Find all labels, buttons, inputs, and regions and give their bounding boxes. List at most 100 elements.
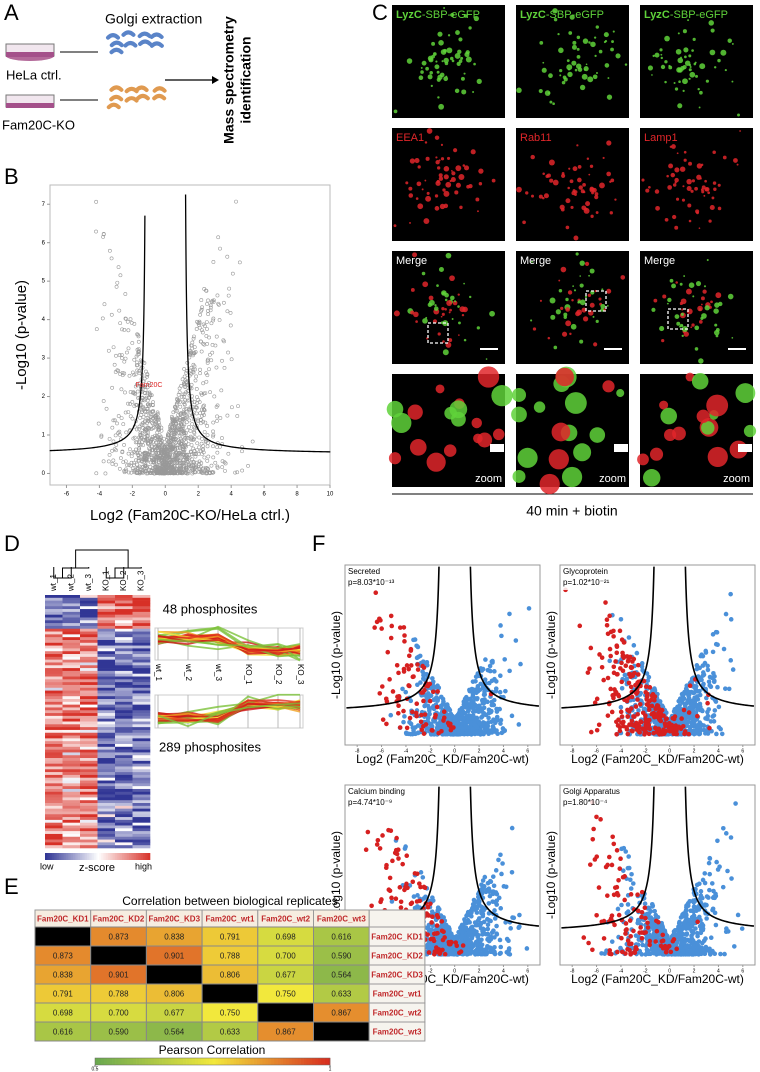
scatter-point: [211, 318, 215, 323]
scatter-point: [101, 234, 105, 239]
heatmap-cell: [62, 634, 81, 638]
channel-label: Rab11: [520, 132, 552, 144]
scatter-point: [384, 721, 389, 727]
scatter-point: [153, 418, 158, 423]
scatter-point: [614, 650, 620, 656]
heatmap-cell: [132, 701, 151, 705]
y-axis-label: -Log10 (p-value): [13, 280, 30, 390]
scatter-point: [723, 686, 728, 691]
scatter-point: [492, 669, 497, 674]
scatter-point: [132, 322, 137, 326]
signal-spot: [579, 84, 586, 91]
heatmap-cell: [97, 718, 116, 722]
signal-spot: [471, 417, 482, 429]
scatter-point: [474, 704, 479, 710]
signal-spot: [697, 87, 700, 91]
signal-spot: [571, 299, 574, 302]
colorbar-cell: [122, 853, 125, 860]
scatter-point: [139, 435, 144, 440]
heatmap-cell: [132, 668, 151, 672]
heatmap-cell: [80, 721, 98, 725]
panel-label: E: [4, 874, 19, 899]
heatmap-cell: [62, 738, 81, 742]
heatmap-cell: [45, 783, 63, 787]
signal-spot: [682, 29, 687, 34]
heatmap-cell: [80, 651, 98, 655]
scatter-point: [225, 254, 230, 259]
scatter-point: [599, 665, 605, 670]
scatter-point: [169, 436, 174, 441]
scatter-point: [433, 712, 438, 718]
scatter-point: [614, 731, 619, 737]
heatmap-cell: [80, 673, 98, 677]
signal-spot: [439, 203, 446, 210]
scatter-point: [609, 709, 615, 715]
scatter-point: [225, 309, 230, 314]
scatter-point: [401, 708, 406, 714]
scatter-point: [380, 717, 386, 722]
scatter-point: [144, 455, 149, 460]
heatmap-cell: [97, 600, 116, 604]
scatter-point: [186, 442, 191, 446]
heatmap-cell: [132, 710, 151, 714]
scatter-point: [441, 709, 447, 715]
scatter-point: [479, 715, 484, 720]
heatmap-cell: [115, 645, 133, 649]
scatter-point: [114, 284, 119, 289]
signal-spot: [539, 299, 543, 302]
signal-spot: [414, 158, 420, 164]
heatmap-cell: [80, 743, 98, 748]
heatmap-cell: [45, 760, 63, 764]
signal-spot: [438, 103, 445, 110]
scatter-point: [199, 441, 204, 446]
scatter-point: [459, 725, 464, 730]
scatter-point: [396, 694, 402, 699]
golgi-icon: [109, 40, 124, 48]
scatter-point: [116, 368, 121, 373]
scatter-point: [587, 666, 592, 671]
scatter-point: [129, 460, 134, 465]
protein-name: LyzC: [396, 9, 422, 21]
heatmap-cell: [115, 817, 133, 821]
scatter-point: [215, 293, 220, 298]
scatter-point: [445, 720, 451, 726]
scatter-point: [120, 327, 124, 332]
scatter-point: [114, 353, 118, 358]
heatmap-cell: [45, 676, 63, 680]
heatmap-cell: [45, 634, 63, 638]
scatter-point: [127, 462, 131, 467]
heatmap-cell: [45, 707, 63, 711]
scatter-point: [145, 385, 150, 390]
signal-spot: [442, 188, 446, 192]
signal-spot: [709, 49, 716, 56]
signal-spot: [469, 295, 472, 299]
signal-spot: [386, 400, 404, 418]
scatter-point: [154, 434, 159, 439]
heatmap-cell: [80, 665, 98, 669]
heatmap-cell: [80, 741, 98, 745]
heatmap-cell: [45, 791, 63, 795]
scatter-point: [122, 469, 127, 473]
heatmap-cell: [80, 797, 98, 801]
heatmap-cell: [132, 600, 151, 604]
signal-spot: [449, 275, 455, 282]
heatmap-cell: [62, 670, 81, 675]
signal-spot: [699, 63, 706, 70]
scatter-point: [175, 397, 180, 402]
scatter-point: [615, 692, 621, 698]
colorbar-cell: [88, 853, 91, 860]
scatter-point: [143, 464, 147, 469]
scatter-point: [441, 718, 446, 723]
scatter-point: [201, 341, 206, 346]
colorbar-cell: [141, 853, 144, 860]
scatter-point: [633, 724, 639, 729]
scatter-point: [144, 468, 149, 473]
heatmap-cell: [62, 727, 81, 731]
signal-spot: [438, 267, 444, 273]
signal-spot: [661, 339, 665, 343]
heatmap-cell: [97, 659, 116, 663]
heatmap-cell: [97, 729, 116, 734]
scatter-point: [136, 350, 141, 355]
signal-spot: [691, 49, 694, 52]
heatmap-cell: [115, 741, 133, 745]
